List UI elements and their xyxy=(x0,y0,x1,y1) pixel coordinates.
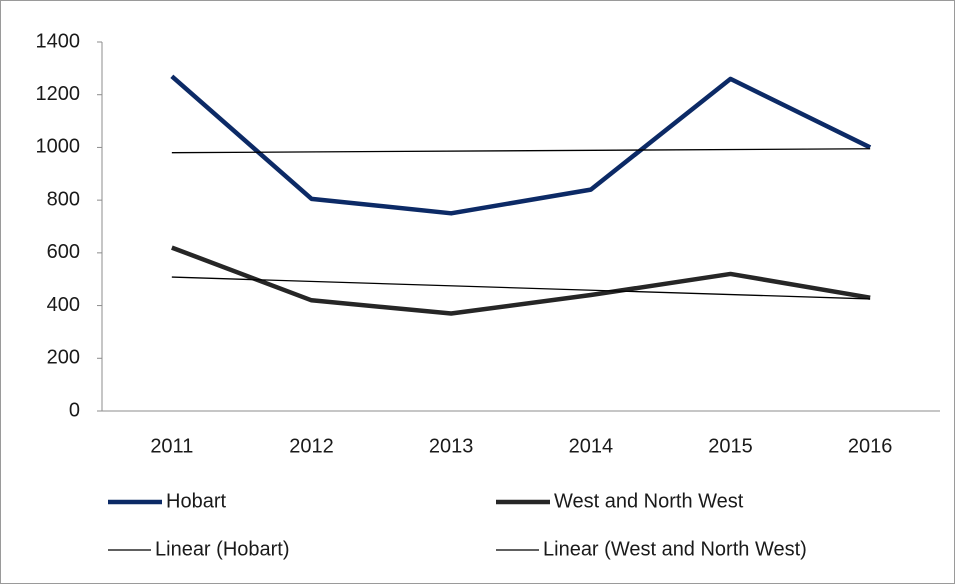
legend-label: Hobart xyxy=(166,490,226,512)
trendline xyxy=(171,276,871,300)
legend-label: Linear (West and North West) xyxy=(543,538,807,560)
y-tick-label: 800 xyxy=(47,188,80,210)
y-tick-label: 1000 xyxy=(36,136,81,158)
trendline xyxy=(171,148,871,154)
y-tick-label: 1200 xyxy=(36,83,81,105)
legend-label: Linear (Hobart) xyxy=(155,538,290,560)
y-tick-label: 400 xyxy=(47,294,80,316)
y-tick-label: 0 xyxy=(69,399,80,421)
y-tick-label: 600 xyxy=(47,241,80,263)
x-tick-label: 2011 xyxy=(150,435,193,457)
x-tick-label: 2013 xyxy=(429,435,474,457)
y-tick-label: 200 xyxy=(47,347,80,369)
series-line xyxy=(171,245,871,316)
x-tick-label: 2015 xyxy=(708,435,753,457)
y-tick-label: 1400 xyxy=(36,30,81,52)
legend-label: West and North West xyxy=(554,490,744,512)
x-tick-label: 2012 xyxy=(289,435,334,457)
series-line xyxy=(170,74,872,216)
x-tick-label: 2014 xyxy=(569,435,614,457)
x-tick-label: 2016 xyxy=(848,435,893,457)
